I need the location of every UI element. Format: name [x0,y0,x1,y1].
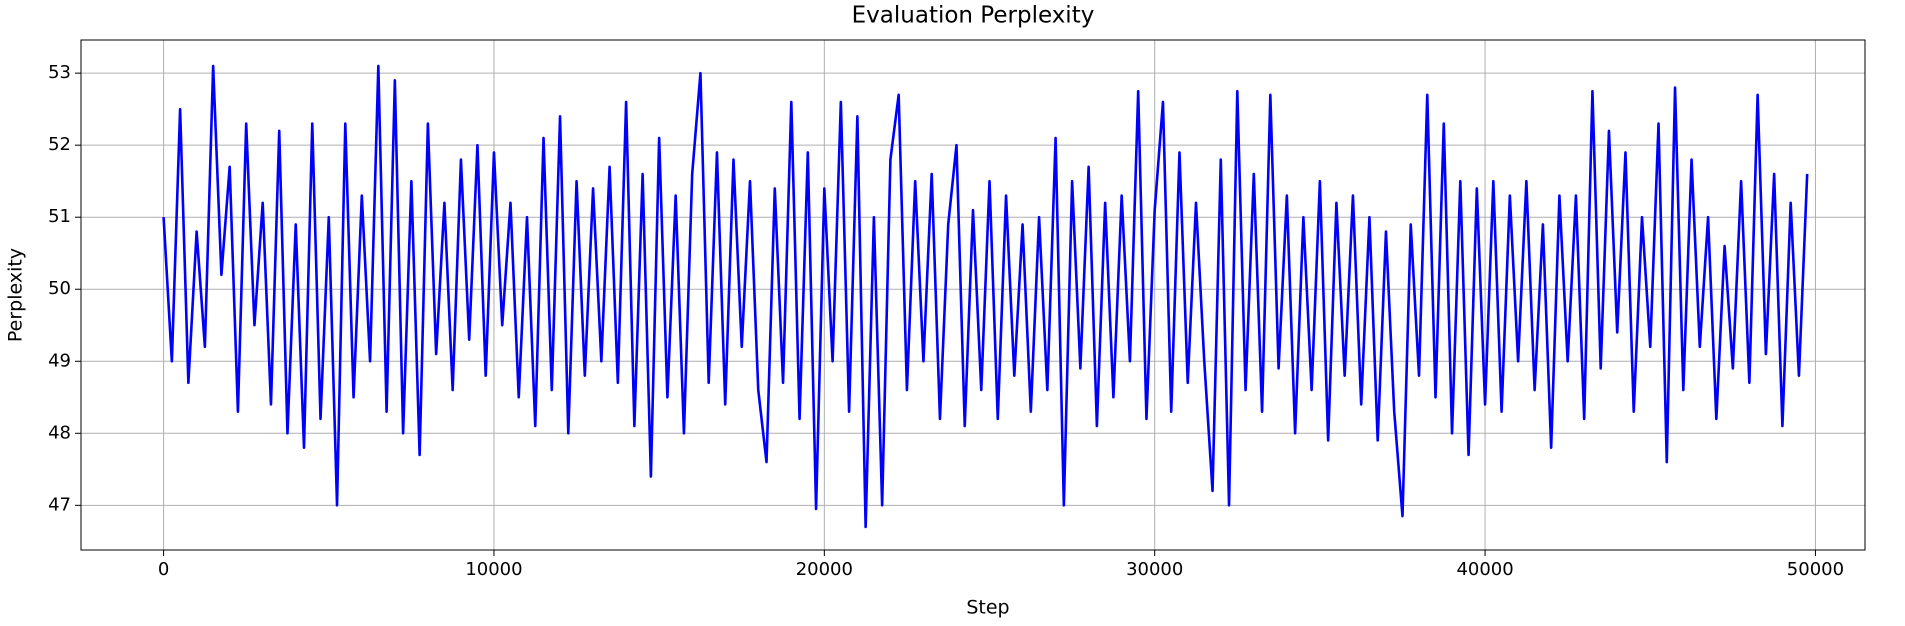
y-tick-label: 51 [48,206,71,227]
y-tick-label: 47 [48,494,71,515]
y-tick-label: 49 [48,350,71,371]
x-tick-label: 40000 [1456,559,1513,580]
plot-frame [80,39,1866,551]
y-tick-label: 50 [48,278,71,299]
x-tick-label: 10000 [465,559,522,580]
x-tick-label: 20000 [796,559,853,580]
y-tick-label: 53 [48,62,71,83]
data-line [162,64,1809,529]
y-axis-label: Perplexity [5,248,27,342]
y-tick-label: 48 [48,422,71,443]
x-tick-label: 50000 [1787,559,1844,580]
x-tick-label: 0 [158,559,169,580]
x-tick-label: 30000 [1126,559,1183,580]
y-tick-label: 52 [48,134,71,155]
chart-title: Evaluation Perplexity [852,3,1095,29]
x-axis-label: Step [966,597,1009,619]
